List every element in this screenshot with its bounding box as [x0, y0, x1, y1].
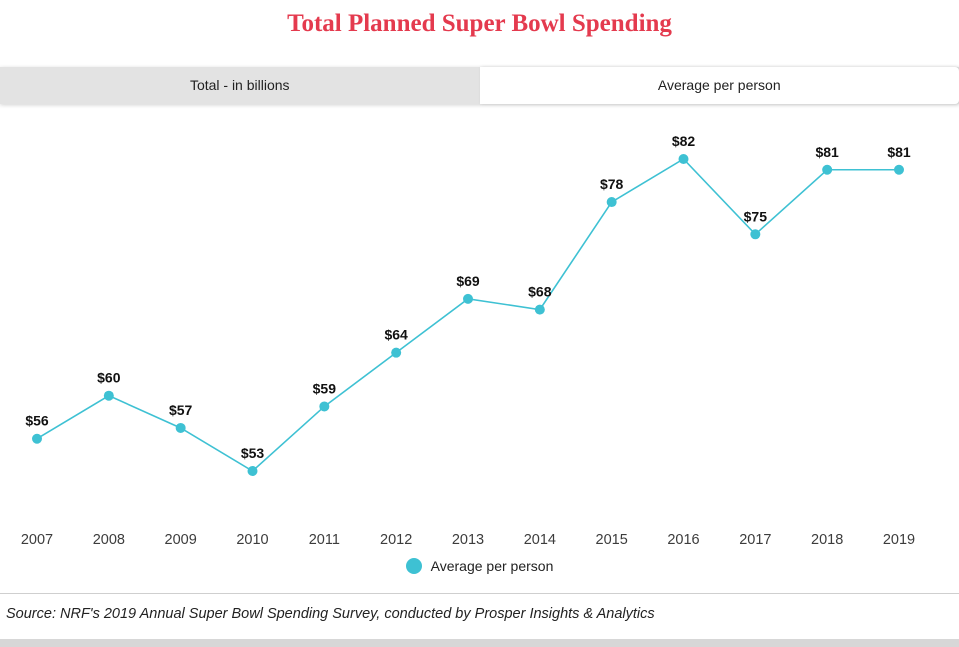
- line-chart: $56 2007 $60 2008 $57 2009 $53 2010 $59 2011 $64 20…: [0, 104, 959, 549]
- tab-bar: Total - in billions Average per person: [0, 67, 959, 104]
- data-point-label: $81: [815, 144, 839, 160]
- data-point-label: $60: [97, 370, 121, 386]
- x-axis-label: 2011: [309, 532, 340, 548]
- data-point-label: $57: [169, 402, 193, 418]
- bottom-scroll-strip: [0, 639, 959, 647]
- data-point-label: $64: [384, 327, 408, 343]
- x-axis-label: 2013: [452, 532, 484, 548]
- data-point-label: $56: [25, 413, 49, 429]
- source-note: Source: NRF's 2019 Annual Super Bowl Spe…: [6, 606, 655, 622]
- data-point: [247, 466, 258, 476]
- data-point: [463, 293, 473, 304]
- data-point: [391, 347, 402, 358]
- data-point: [319, 401, 330, 412]
- data-point-label: $59: [313, 380, 337, 396]
- legend: Average per person: [0, 551, 959, 581]
- x-axis-label: 2015: [596, 532, 628, 548]
- x-axis-label: 2010: [236, 532, 268, 548]
- data-point-label: $78: [600, 176, 624, 192]
- tab-total-in-billions[interactable]: Total - in billions: [189, 77, 290, 93]
- x-axis-label: 2016: [667, 532, 699, 548]
- data-point: [822, 164, 833, 175]
- data-point-label: $68: [528, 284, 552, 300]
- x-axis-label: 2018: [811, 532, 843, 548]
- x-axis-label: 2009: [165, 532, 197, 548]
- data-point: [894, 164, 904, 175]
- data-point: [606, 197, 617, 208]
- data-point-label: $81: [887, 144, 911, 160]
- data-point-label: $82: [672, 133, 696, 149]
- data-point-label: $69: [456, 273, 480, 289]
- line-chart-svg: $56 2007 $60 2008 $57 2009 $53 2010 $59 2011 $64 20…: [21, 133, 915, 548]
- series-line: [36, 157, 899, 472]
- data-point-label: $75: [744, 208, 768, 224]
- x-axis-label: 2012: [380, 532, 412, 548]
- data-point: [32, 433, 42, 444]
- tab-average-per-person[interactable]: Average per person: [479, 67, 959, 104]
- data-point: [103, 390, 114, 401]
- x-axis-label: 2014: [524, 532, 556, 548]
- x-axis-label: 2019: [883, 532, 915, 548]
- x-axis-label: 2008: [93, 532, 125, 548]
- data-point: [175, 422, 186, 433]
- x-axis-label: 2017: [739, 532, 771, 548]
- divider: [0, 593, 959, 594]
- data-point: [534, 304, 545, 315]
- data-point-label: $53: [241, 445, 265, 461]
- data-point: [678, 154, 689, 164]
- data-point: [750, 229, 761, 240]
- legend-label: Average per person: [430, 558, 554, 574]
- legend-marker-icon: [405, 558, 422, 574]
- x-axis-label: 2007: [21, 532, 53, 548]
- page-title: Total Planned Super Bowl Spending: [287, 10, 672, 37]
